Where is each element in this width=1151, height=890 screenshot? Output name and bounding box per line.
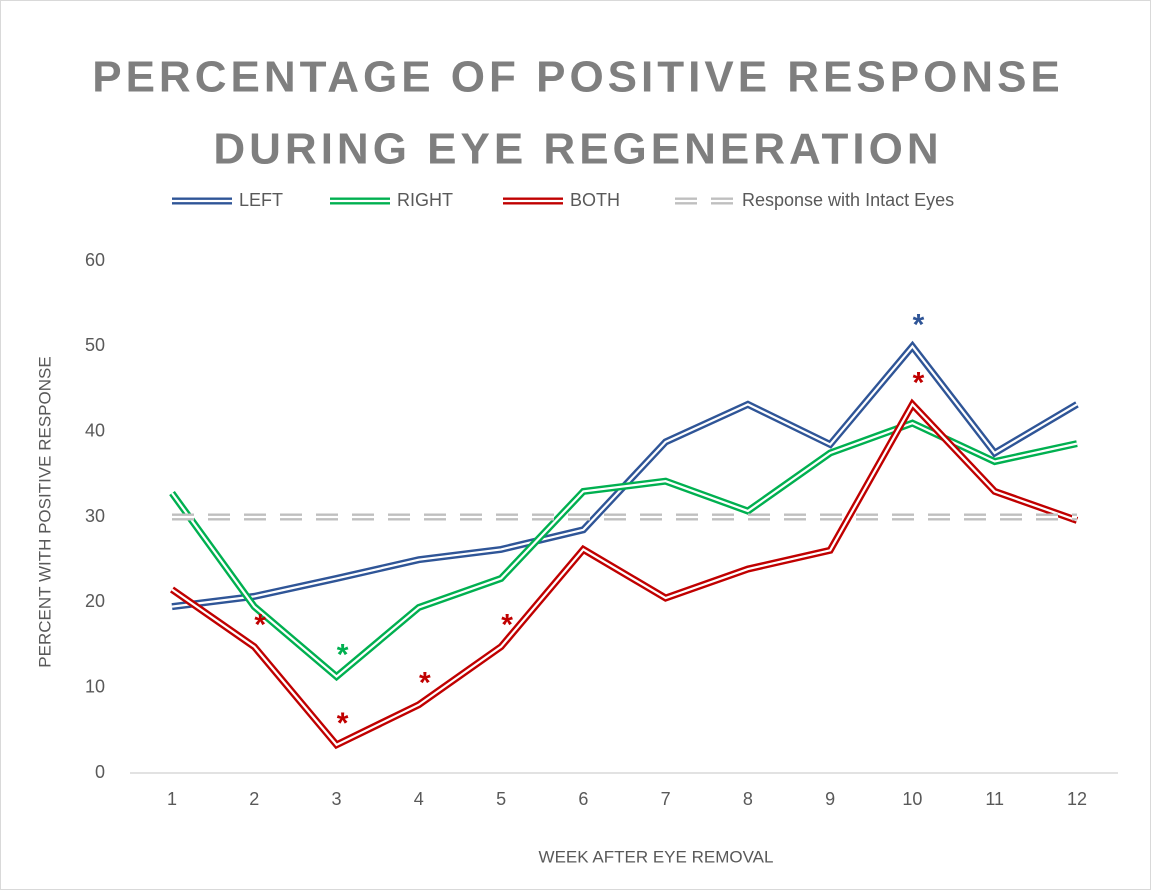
x-tick-label: 9 — [825, 789, 835, 809]
legend-label: BOTH — [570, 190, 620, 210]
x-tick-label: 5 — [496, 789, 506, 809]
y-tick-label: 40 — [85, 420, 105, 440]
y-tick-label: 20 — [85, 591, 105, 611]
annotation: * — [913, 308, 925, 341]
x-tick-label: 1 — [167, 789, 177, 809]
annotation: * — [337, 707, 349, 740]
y-tick-label: 10 — [85, 676, 105, 696]
chart-title: PERCENTAGE OF POSITIVE RESPONSE — [92, 53, 1064, 102]
series-line-inner — [171, 402, 1078, 747]
x-tick-label: 6 — [578, 789, 588, 809]
x-tick-label: 12 — [1067, 789, 1087, 809]
x-tick-label: 10 — [902, 789, 922, 809]
legend-label: RIGHT — [397, 190, 453, 210]
y-tick-label: 60 — [85, 250, 105, 270]
legend-label: Response with Intact Eyes — [742, 190, 954, 210]
annotation: * — [501, 609, 513, 642]
x-tick-label: 2 — [249, 789, 259, 809]
y-tick-label: 0 — [95, 762, 105, 782]
legend-label: LEFT — [239, 190, 283, 210]
series-line-inner — [171, 421, 1078, 679]
annotation: * — [337, 638, 349, 671]
chart-title: DURING EYE REGENERATION — [213, 125, 942, 174]
x-axis-label: WEEK AFTER EYE REMOVAL — [539, 847, 774, 866]
x-tick-label: 4 — [414, 789, 424, 809]
x-tick-label: 11 — [985, 789, 1004, 809]
y-tick-label: 50 — [85, 335, 105, 355]
x-tick-label: 8 — [743, 789, 753, 809]
annotation: * — [419, 667, 431, 700]
x-tick-label: 3 — [332, 789, 342, 809]
annotation: * — [913, 366, 925, 399]
x-tick-label: 7 — [661, 789, 671, 809]
y-tick-label: 30 — [85, 506, 105, 526]
annotation: * — [254, 609, 266, 642]
y-axis-label: PERCENT WITH POSITIVE RESPONSE — [35, 356, 54, 667]
